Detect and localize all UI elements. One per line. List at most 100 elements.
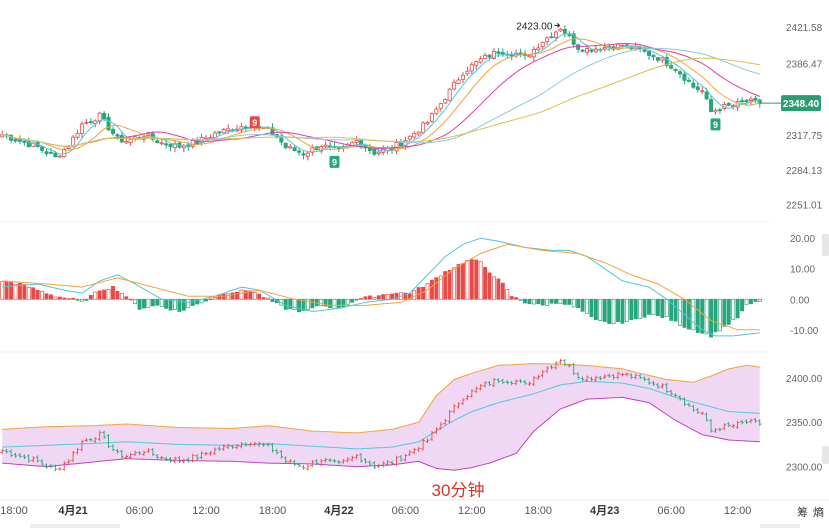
candle [553,31,558,39]
candle [124,141,129,144]
macd-bar [407,293,412,300]
candle [354,140,359,143]
macd-bar [363,296,368,300]
macd-bar [305,298,310,310]
candle [545,37,550,42]
macd-bar [700,298,705,334]
candle [283,142,288,149]
macd-bar [394,292,399,300]
peak-arrow-icon [554,23,561,28]
macd-bar [341,298,346,308]
macd-bar [372,297,377,300]
macd-bar [230,292,235,300]
time-axis-label: 18:00 [525,505,553,517]
macd-bar [186,298,191,309]
candle [474,61,479,66]
macd-bar [558,298,563,304]
candle [22,140,27,143]
candle [443,99,448,104]
candle [416,131,421,135]
macd-bar [403,292,408,300]
candle [740,100,745,103]
macd-bar [691,298,696,331]
macd-bar [345,298,350,305]
macd-bar [638,298,643,319]
macd-bar [642,298,647,318]
candle [155,140,160,144]
candle [509,54,514,57]
macd-bar [235,291,239,300]
ma60-line [2,57,760,147]
macd-bar [367,295,372,300]
macd-bar [119,292,124,300]
time-axis-label: 18:00 [0,505,28,517]
time-axis-label: 4月23 [590,504,619,517]
price-tick-label: 2317.75 [786,131,823,142]
candle [536,47,541,51]
macd-bar [664,298,669,317]
macd-bar [624,298,629,322]
candle [71,136,76,147]
candle [421,122,426,134]
ma20-line [2,42,760,149]
time-axis-label: 4月21 [58,504,87,517]
macd-bar [102,289,107,300]
macd-bar [593,298,598,321]
macd-bar [611,298,616,325]
candle [57,155,62,158]
macd-bar [487,272,492,300]
candle [704,91,709,100]
macd-bar [350,298,355,303]
macd-bar [452,267,457,300]
macd-bar [195,298,200,305]
macd-bar [146,298,151,308]
macd-bar [137,298,142,310]
macd-bar [576,298,581,308]
time-axis-label: 12:00 [724,505,752,517]
candle [452,81,457,90]
candle [17,139,22,142]
signal-badge [710,118,721,131]
macd-bar [514,297,519,300]
macd-bar [647,298,651,315]
macd-bar [336,298,341,308]
candle [717,109,722,112]
candle [75,133,80,138]
macd-bar [585,298,589,314]
candle [226,128,231,132]
candle [13,138,18,142]
macd-bar [239,289,244,300]
candle [217,131,222,134]
candle [664,56,669,66]
macd-bar [111,285,115,300]
macd-bar [164,298,169,309]
macd-bar [474,259,479,300]
candle [412,133,417,138]
macd-bar [509,296,514,300]
macd-bar [562,298,567,305]
macd-bar [328,298,333,308]
macd-bar [726,298,731,325]
candle [429,113,434,122]
time-axis-label: 4月22 [324,504,353,517]
macd-bar [385,294,390,300]
candle [128,138,133,143]
interval-watermark: 30分钟 [432,481,485,500]
peak-price-label: 2423.00 [516,21,553,32]
macd-bar [554,298,558,304]
candle [540,41,545,48]
candle [678,71,683,75]
candle [146,133,151,136]
macd-bar [35,289,40,300]
boll-mid-line [2,380,760,450]
macd-bar [695,298,700,333]
candle [297,150,302,153]
candle [434,108,439,114]
candle [84,121,89,124]
candle [673,69,678,71]
macd-bar [48,294,53,300]
macd-bar [589,298,594,318]
candle [748,98,753,101]
signal-badge-label: 9 [332,157,337,167]
macd-bar [80,298,84,302]
